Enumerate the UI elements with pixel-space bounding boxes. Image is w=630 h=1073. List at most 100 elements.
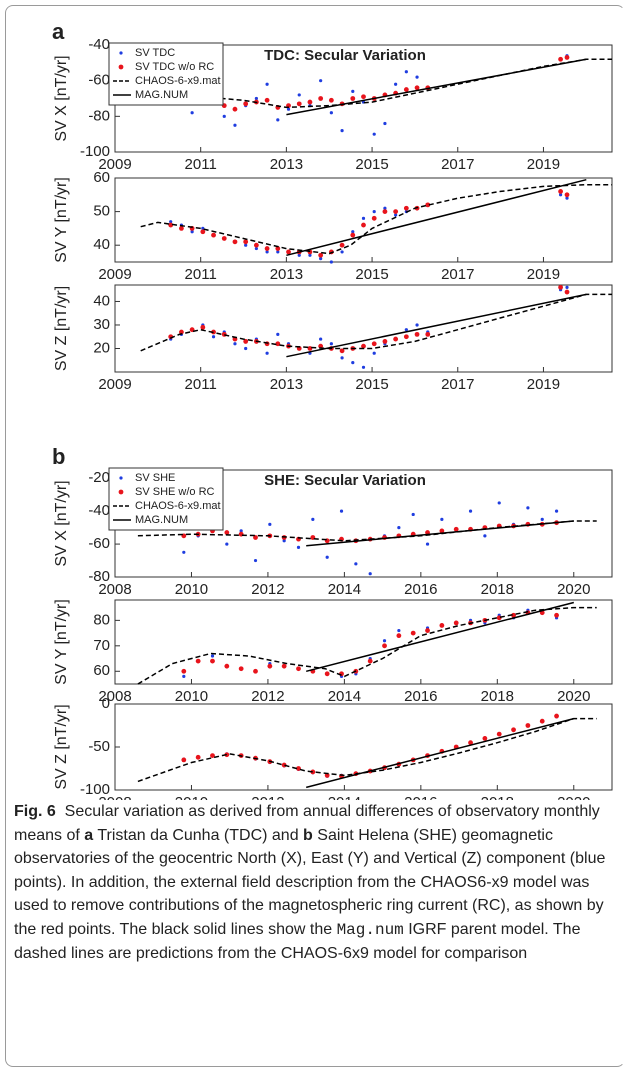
data-point — [404, 328, 408, 332]
y-axis-label: SV Z [nT/yr] — [53, 704, 70, 789]
y-tick-label: -50 — [88, 738, 110, 755]
data-point — [239, 529, 243, 533]
data-point — [210, 654, 215, 658]
legend-label: SV TDC — [135, 47, 175, 59]
data-point — [411, 512, 415, 517]
y-axis-label: SV Z [nT/yr] — [53, 286, 70, 371]
data-point — [439, 623, 445, 628]
legend-label: MAG.NUM — [135, 514, 188, 526]
panel-label: a — [52, 19, 65, 44]
data-point — [565, 196, 569, 200]
x-tick-label: 2009 — [98, 156, 131, 173]
data-point — [268, 522, 272, 526]
data-point — [496, 731, 502, 737]
data-point — [394, 82, 398, 86]
data-point — [286, 107, 291, 111]
data-point — [361, 222, 366, 228]
y-tick-label: 40 — [93, 292, 110, 309]
data-point — [210, 753, 215, 758]
data-point — [181, 757, 187, 763]
caption-panel: a — [84, 826, 94, 844]
caption-text: Tristan da Cunha (TDC) and — [97, 826, 299, 844]
data-point — [440, 517, 444, 521]
data-point — [351, 360, 355, 365]
data-point — [554, 713, 559, 719]
data-point — [244, 243, 248, 247]
data-point — [351, 230, 355, 234]
data-point — [276, 250, 280, 254]
data-point — [361, 94, 366, 100]
data-point — [195, 754, 201, 760]
data-point — [415, 75, 419, 79]
data-point — [372, 210, 376, 214]
data-point — [286, 249, 291, 255]
data-point — [297, 253, 301, 257]
data-point — [324, 671, 330, 677]
data-point — [394, 213, 398, 217]
data-point — [211, 232, 216, 238]
data-point — [253, 535, 258, 540]
data-point — [439, 528, 445, 534]
data-point — [253, 242, 259, 248]
data-point — [414, 85, 420, 91]
caption-text: IGRF parent model. The dashed lines are … — [14, 920, 581, 963]
data-point — [307, 99, 313, 105]
data-point — [276, 118, 280, 122]
x-tick-label: 2017 — [441, 156, 474, 173]
data-point — [558, 189, 563, 194]
x-tick-label: 2019 — [527, 376, 560, 393]
data-point — [511, 727, 516, 733]
data-point — [482, 736, 488, 741]
caption-text: Secular variation as derived from annual… — [14, 803, 600, 844]
caption-code: Mag.num — [336, 920, 404, 939]
plot-frame — [114, 599, 613, 685]
x-tick-label: 2014 — [328, 581, 361, 598]
data-point — [382, 639, 387, 643]
data-point — [211, 335, 216, 339]
data-point — [253, 668, 258, 674]
data-point — [329, 111, 333, 115]
data-point — [554, 612, 559, 618]
x-tick-label: 2011 — [185, 376, 217, 393]
data-point — [396, 633, 402, 639]
data-point — [318, 252, 324, 258]
data-point — [453, 620, 459, 626]
x-tick-label: 2010 — [175, 794, 208, 800]
data-point — [425, 331, 431, 337]
x-tick-label: 2013 — [270, 266, 303, 283]
data-point — [190, 111, 194, 115]
data-point — [403, 334, 409, 340]
legend-label: MAG.NUM — [135, 89, 188, 101]
x-tick-label: 2016 — [404, 794, 437, 800]
data-point — [558, 193, 563, 197]
data-point — [540, 517, 544, 521]
data-point — [565, 285, 569, 289]
data-point — [307, 346, 313, 351]
y-tick-label: -60 — [88, 535, 110, 552]
data-point — [325, 555, 329, 559]
data-point — [410, 630, 416, 636]
data-point — [224, 663, 230, 669]
data-point — [371, 215, 377, 221]
y-tick-label: 70 — [93, 637, 110, 654]
data-point — [393, 209, 399, 215]
y-tick-label: 0 — [102, 695, 110, 712]
data-point — [564, 55, 570, 60]
legend-swatch — [118, 489, 124, 495]
x-tick-label: 2015 — [355, 266, 388, 283]
data-point — [525, 723, 531, 728]
x-tick-label: 2019 — [527, 266, 560, 283]
data-point — [224, 530, 230, 535]
figure: -100 -80 -60 -40 2009 2011 2013 2015 2017 2019 SV … — [52, 19, 613, 800]
data-point — [233, 123, 237, 127]
data-point — [453, 526, 459, 532]
data-point — [425, 542, 430, 546]
data-point — [350, 96, 356, 101]
model-line — [306, 601, 574, 673]
data-point — [275, 341, 281, 347]
data-point — [468, 740, 473, 746]
data-point — [329, 342, 333, 346]
legend-label: SV SHE — [135, 472, 175, 484]
data-point — [558, 284, 563, 290]
